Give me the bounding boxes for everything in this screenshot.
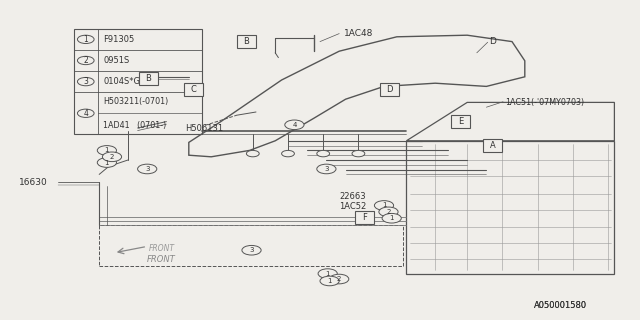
Circle shape [317, 150, 330, 157]
Circle shape [318, 269, 337, 278]
Circle shape [138, 164, 157, 174]
Circle shape [382, 213, 401, 223]
Text: 1: 1 [327, 278, 332, 284]
Text: 2: 2 [387, 209, 390, 215]
Text: 4: 4 [292, 122, 296, 128]
Circle shape [320, 276, 339, 286]
Circle shape [102, 152, 122, 162]
Text: 3: 3 [145, 166, 150, 172]
Text: FRONT: FRONT [149, 244, 175, 253]
Text: B: B [243, 37, 250, 46]
Text: 1AC51(-'07MY0703): 1AC51(-'07MY0703) [506, 98, 585, 107]
Bar [380, 83, 399, 96]
Text: A050001580: A050001580 [534, 301, 588, 310]
Text: 0104S*G: 0104S*G [103, 77, 140, 86]
Circle shape [352, 150, 365, 157]
Text: E: E [458, 117, 463, 126]
Text: 1: 1 [83, 35, 88, 44]
Circle shape [77, 56, 94, 65]
Text: 1: 1 [104, 160, 109, 165]
Text: FRONT: FRONT [147, 255, 176, 264]
Bar [184, 83, 203, 96]
Circle shape [282, 150, 294, 157]
Circle shape [246, 150, 259, 157]
Circle shape [77, 35, 94, 44]
Text: 3: 3 [324, 166, 329, 172]
Text: 3: 3 [83, 77, 88, 86]
Text: D: D [490, 37, 497, 46]
Text: 4: 4 [83, 109, 88, 118]
Text: B: B [145, 74, 152, 83]
Text: 0951S: 0951S [103, 56, 129, 65]
Circle shape [97, 158, 116, 167]
Bar [237, 35, 256, 48]
Text: D: D [386, 85, 392, 94]
Text: 1: 1 [381, 203, 387, 208]
Text: 1: 1 [104, 148, 109, 153]
Text: F91305: F91305 [103, 35, 134, 44]
Text: 2: 2 [337, 276, 341, 282]
Circle shape [374, 201, 394, 210]
Circle shape [97, 146, 116, 155]
Text: 16630: 16630 [19, 178, 48, 187]
Bar [139, 72, 158, 85]
Text: C: C [190, 85, 196, 94]
Bar [74, 29, 202, 134]
Text: H506131: H506131 [186, 124, 224, 132]
Circle shape [77, 109, 94, 117]
Text: 2: 2 [83, 56, 88, 65]
Text: 1: 1 [389, 215, 394, 221]
Circle shape [317, 164, 336, 174]
Circle shape [330, 274, 349, 284]
Bar [483, 139, 502, 152]
Text: 1AD41   (0701-): 1AD41 (0701-) [103, 121, 166, 130]
Circle shape [379, 207, 398, 217]
Bar [355, 211, 374, 224]
Text: F: F [362, 213, 367, 222]
Text: 22663: 22663 [339, 192, 366, 201]
Text: H503211(-0701): H503211(-0701) [103, 97, 168, 106]
Text: 1: 1 [325, 271, 330, 276]
Bar [451, 115, 470, 128]
Text: 2: 2 [110, 154, 114, 160]
Circle shape [285, 120, 304, 130]
Text: 1AC52: 1AC52 [339, 202, 367, 211]
Text: A050001580: A050001580 [534, 301, 588, 310]
Circle shape [77, 77, 94, 86]
Text: 3: 3 [249, 247, 254, 253]
Text: A: A [490, 141, 495, 150]
Text: 1AC48: 1AC48 [344, 29, 374, 38]
Circle shape [242, 245, 261, 255]
